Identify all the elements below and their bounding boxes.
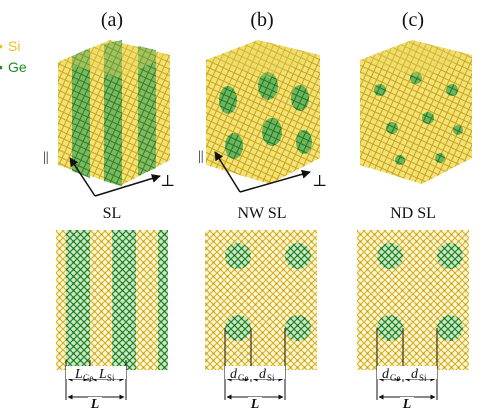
dim-b-dge-sub: Ge: [238, 373, 249, 383]
axis-perp-label-a: ⊥: [160, 173, 175, 190]
axis-parallel-label-b: ||: [198, 149, 204, 164]
legend-si-label: Si: [8, 38, 20, 54]
panel-a-letter: (a): [101, 9, 123, 31]
dim-b-dsi-sub: Si: [267, 373, 275, 383]
section-a: [56, 230, 168, 370]
dim-b-total: L: [250, 397, 260, 411]
panel-b-letter: (b): [250, 9, 273, 31]
section-b: [205, 230, 317, 370]
cube-a: [58, 40, 170, 186]
dim-b-dsi-main: d: [259, 367, 267, 382]
dims-c-labels: d Ge d Si L: [377, 366, 437, 411]
legend-ge-bullet: •: [0, 59, 3, 75]
dim-c-total: L: [402, 397, 412, 411]
legend-ge-label: Ge: [8, 59, 27, 75]
section-c: [357, 230, 469, 370]
panel-c-name: ND SL: [390, 205, 436, 222]
dim-c-dge-main: d: [382, 367, 390, 382]
dim-a-total: L: [90, 397, 100, 411]
axes-b: || ⊥: [198, 149, 327, 193]
cube-c: [360, 40, 472, 184]
axes-a: || ⊥: [43, 150, 175, 197]
panel-b-name: NW SL: [237, 205, 286, 222]
axis-perp-label-b: ⊥: [312, 173, 327, 190]
panel-c-letter: (c): [402, 9, 424, 31]
dim-a-lsi-main: L: [98, 367, 107, 382]
cube-b: [206, 40, 320, 184]
dims-a-labels: L Ge L Si L: [66, 366, 126, 411]
legend-si-bullet: •: [0, 38, 3, 54]
dim-a-lsi-sub: Si: [107, 373, 115, 383]
dim-c-dge-sub: Ge: [390, 373, 401, 383]
dim-b-dge-main: d: [230, 367, 238, 382]
dim-c-dsi-main: d: [411, 367, 419, 382]
dim-c-dsi-sub: Si: [419, 373, 427, 383]
dims-b-labels: d Ge d Si L: [225, 366, 285, 411]
panel-a-name: SL: [103, 205, 122, 222]
axis-parallel-label-a: ||: [43, 150, 49, 165]
dim-a-lge-sub: Ge: [83, 373, 94, 383]
dim-a-lge-main: L: [74, 367, 83, 382]
legend: • Si • Ge: [0, 38, 27, 75]
